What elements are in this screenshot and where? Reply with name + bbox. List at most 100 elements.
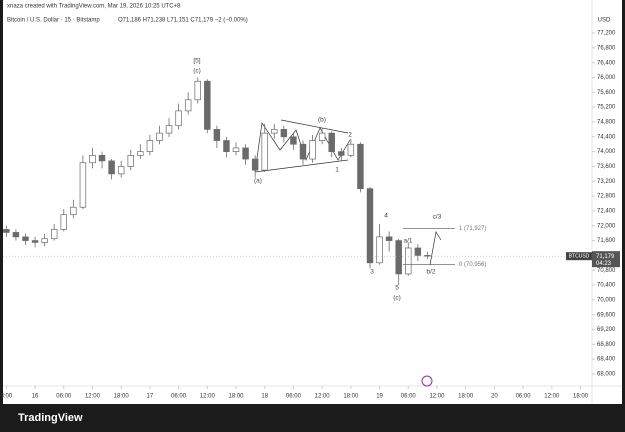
y-tick-label: 72,000: [597, 223, 616, 229]
y-tick-label: 69,200: [597, 327, 616, 333]
candle-body: [366, 188, 374, 264]
candle-body: [79, 162, 87, 208]
plot: [3, 77, 431, 286]
fib-label: 0 (70,956): [459, 262, 486, 268]
candle-body: [117, 166, 125, 175]
candle-body: [50, 229, 58, 240]
y-tick-label: 68,400: [597, 357, 616, 363]
candle-body: [22, 236, 29, 241]
y-tick-label: 70,800: [597, 268, 616, 274]
candle-body: [251, 158, 259, 171]
candle-body: [60, 214, 67, 230]
price-tag: [592, 251, 620, 268]
candle-body: [338, 151, 345, 156]
candle-body: [290, 136, 297, 145]
y-tick-label: 70,000: [597, 297, 616, 303]
x-tick-label: 8:00: [1, 394, 13, 400]
candle-body: [98, 154, 106, 162]
y-tick-label: 71,600: [597, 238, 616, 244]
y-tick-label: 73,600: [597, 164, 616, 170]
symbol-tag: [566, 252, 592, 261]
x-tick-label: 12:00: [429, 394, 445, 400]
x-tick-label: 18:00: [343, 394, 359, 400]
wave-label: (b): [318, 117, 326, 124]
wave-label: c/3: [433, 214, 442, 221]
wave-label: [5]: [193, 58, 200, 65]
x-tick-label: 18:00: [229, 394, 245, 400]
header: xnaza created with TradingView.com, Mar …: [7, 4, 181, 10]
candle-body: [424, 255, 431, 257]
candle-body: [127, 154, 134, 167]
wave-label: (c): [193, 68, 201, 75]
x-tick-label: 20: [491, 394, 498, 400]
wave-label: (a): [254, 178, 262, 185]
y-tick-label: 76,800: [597, 45, 616, 51]
candle-body: [309, 140, 316, 160]
y-tick-label: 76,000: [597, 75, 616, 81]
wave-label: 3: [370, 269, 374, 276]
x-tick-label: 16: [32, 394, 39, 400]
chart-background: [3, 0, 622, 404]
candle-body: [280, 129, 288, 138]
candle-body: [156, 132, 163, 141]
x-tick-label: 17: [147, 394, 154, 400]
candle-body: [376, 236, 383, 264]
wave-label: (c): [393, 295, 401, 302]
candle-body: [405, 247, 412, 275]
candle-body: [357, 143, 364, 190]
y-tick-label: 70,400: [597, 283, 616, 289]
candle-body: [347, 143, 355, 156]
candle-body: [108, 160, 115, 175]
candle-body: [223, 140, 230, 152]
candle-body: [89, 154, 96, 164]
candle-body: [137, 151, 144, 156]
candle-body: [204, 80, 211, 130]
wave-label: 5: [395, 285, 399, 292]
x-tick-label: 12:00: [315, 394, 331, 400]
ohlc: O71,186 H71,238 L71,151 C71,179 −2 (−0.0…: [118, 18, 248, 24]
x-tick-label: 19: [376, 394, 383, 400]
candle-body: [31, 240, 39, 243]
wave-label: a/1: [403, 238, 412, 245]
x-tick-label: 18:00: [458, 394, 474, 400]
candle-body: [299, 143, 307, 160]
candle-body: [12, 232, 20, 238]
candle-body: [328, 132, 335, 152]
x-tick-label: 06:00: [56, 394, 72, 400]
y-tick-label: 68,000: [597, 372, 616, 378]
candle-body: [165, 125, 173, 134]
event-icon: [421, 375, 433, 387]
y-tick-label: 69,600: [597, 312, 616, 318]
y-tick-label: 72,800: [597, 194, 616, 200]
candle-body: [146, 140, 154, 152]
x-tick-label: 06:00: [171, 394, 187, 400]
x-tick-label: 12:00: [200, 394, 216, 400]
x-tick-label: 18: [261, 394, 268, 400]
wave-label: 1: [335, 167, 339, 174]
candle-body: [194, 80, 201, 101]
symbol-label: BTCUSD: [569, 254, 590, 260]
candle-body: [41, 238, 48, 243]
y-tick-label: 74,000: [597, 149, 616, 155]
x-tick-label: 06:00: [401, 394, 417, 400]
candle-body: [213, 129, 221, 141]
y-tick-label: 74,800: [597, 120, 616, 126]
candle-body: [395, 240, 402, 275]
candle-body: [271, 129, 278, 134]
x-tick-label: 12:00: [85, 394, 101, 400]
wave-label: 2: [348, 132, 352, 139]
y-tick-label: 74,400: [597, 134, 616, 140]
y-tick-label: 75,200: [597, 105, 616, 111]
legend: Bitcoin / U.S. Dollar · 15 · Bitstamp: [7, 18, 100, 24]
candle-body: [385, 236, 393, 241]
y-tick-label: 68,800: [597, 342, 616, 348]
currency: USD: [598, 18, 611, 24]
y-tick-label: 73,200: [597, 179, 616, 185]
wave-label: 4: [384, 213, 388, 220]
candle-body: [3, 229, 10, 233]
x-tick-label: 06:00: [516, 394, 532, 400]
x-tick-label: 06:00: [286, 394, 302, 400]
candle-body: [232, 147, 240, 152]
y-tick-label: 72,400: [597, 209, 616, 215]
